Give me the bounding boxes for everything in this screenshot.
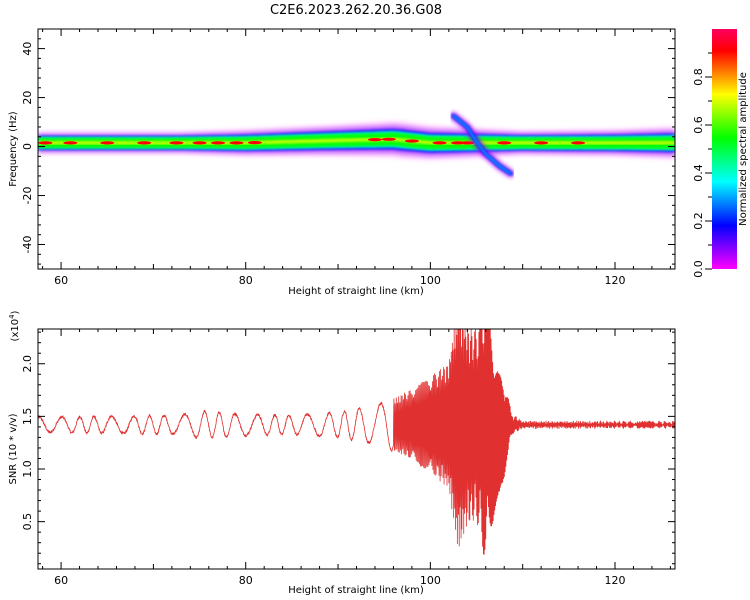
x-tick-label: 60 <box>54 574 68 587</box>
spectrogram-heatmap <box>38 111 675 178</box>
spectrogram-hot-spot <box>137 141 152 145</box>
y-tick-label: 0.5 <box>21 513 34 531</box>
spectrogram-panel: 60 80 100 120 -40 -20 0 20 40 Height of straight… <box>8 28 676 297</box>
x-tick-label: 80 <box>239 574 253 587</box>
spectrogram-frame <box>37 28 676 270</box>
colorbar-tick-label: 0.6 <box>692 116 705 134</box>
snr-series-line <box>38 329 675 555</box>
snr-y-multiplier: (x104) <box>8 310 21 341</box>
spectrogram-hot-spot <box>211 141 226 145</box>
colorbar-tick-label: 0.0 <box>692 260 705 278</box>
y-tick-label: 20 <box>21 91 34 105</box>
spectrogram-hot-spot <box>169 141 184 145</box>
snr-panel: 60 80 100 120 0.5 1.0 1.5 2.0 Height of straigh… <box>8 310 676 596</box>
colorbar-ticks: 0.0 0.2 0.4 0.6 0.8 <box>692 52 712 278</box>
colorbar-bar <box>712 29 737 269</box>
y-tick-label: 1.5 <box>21 408 34 426</box>
y-tick-label: -40 <box>21 236 34 254</box>
colorbar: 0.0 0.2 0.4 0.6 0.8 Normalized spectral ampl… <box>692 29 749 278</box>
colorbar-tick-label: 0.2 <box>692 212 705 230</box>
spectrogram-diagonal-feature <box>452 115 512 175</box>
x-tick-label: 100 <box>420 274 441 287</box>
snr-x-label: Height of straight line (km) <box>288 585 424 596</box>
spectrogram-hot-spot <box>460 141 475 145</box>
y-tick-label: 1.0 <box>21 460 34 478</box>
spectrogram-hot-spot <box>497 141 512 145</box>
spectrogram-hot-spot <box>534 141 549 145</box>
colorbar-label: Normalized spectral amplitude <box>738 72 749 226</box>
x-tick-label: 120 <box>604 274 625 287</box>
figure-title: C2E6.2023.262.20.36.G08 <box>270 3 442 18</box>
snr-y-label: SNR (10 * v/v) <box>8 413 19 484</box>
y-tick-label: -20 <box>21 187 34 205</box>
x-tick-label: 80 <box>239 274 253 287</box>
spectrogram-y-label: Frequency (Hz) <box>8 111 19 187</box>
spectrogram-hot-spot <box>571 141 586 145</box>
spectrogram-hot-spot <box>247 141 262 145</box>
spectrogram-hot-spot <box>38 141 53 145</box>
y-tick-label: 40 <box>21 42 34 56</box>
spectrogram-hot-spot <box>192 141 207 145</box>
spectrogram-hot-spot <box>63 141 78 145</box>
snr-ticks: 60 80 100 120 0.5 1.0 1.5 2.0 <box>21 329 675 587</box>
spectrogram-hot-spot <box>229 141 244 145</box>
spectrogram-hot-spot <box>381 137 396 141</box>
spectrogram-hot-spot <box>100 141 115 145</box>
colorbar-tick-label: 0.8 <box>692 68 705 86</box>
y-tick-label: 0 <box>21 143 34 150</box>
spectrogram-x-label: Height of straight line (km) <box>288 286 424 297</box>
spectrogram-hot-spot <box>367 138 382 142</box>
x-tick-label: 120 <box>604 574 625 587</box>
snr-frame <box>37 328 676 570</box>
x-tick-label: 100 <box>420 574 441 587</box>
spectrogram-hot-spot <box>432 141 447 145</box>
spectrogram-hot-spot <box>404 139 419 143</box>
y-tick-label: 2.0 <box>21 355 34 373</box>
x-tick-label: 60 <box>54 274 68 287</box>
colorbar-tick-label: 0.4 <box>692 164 705 182</box>
